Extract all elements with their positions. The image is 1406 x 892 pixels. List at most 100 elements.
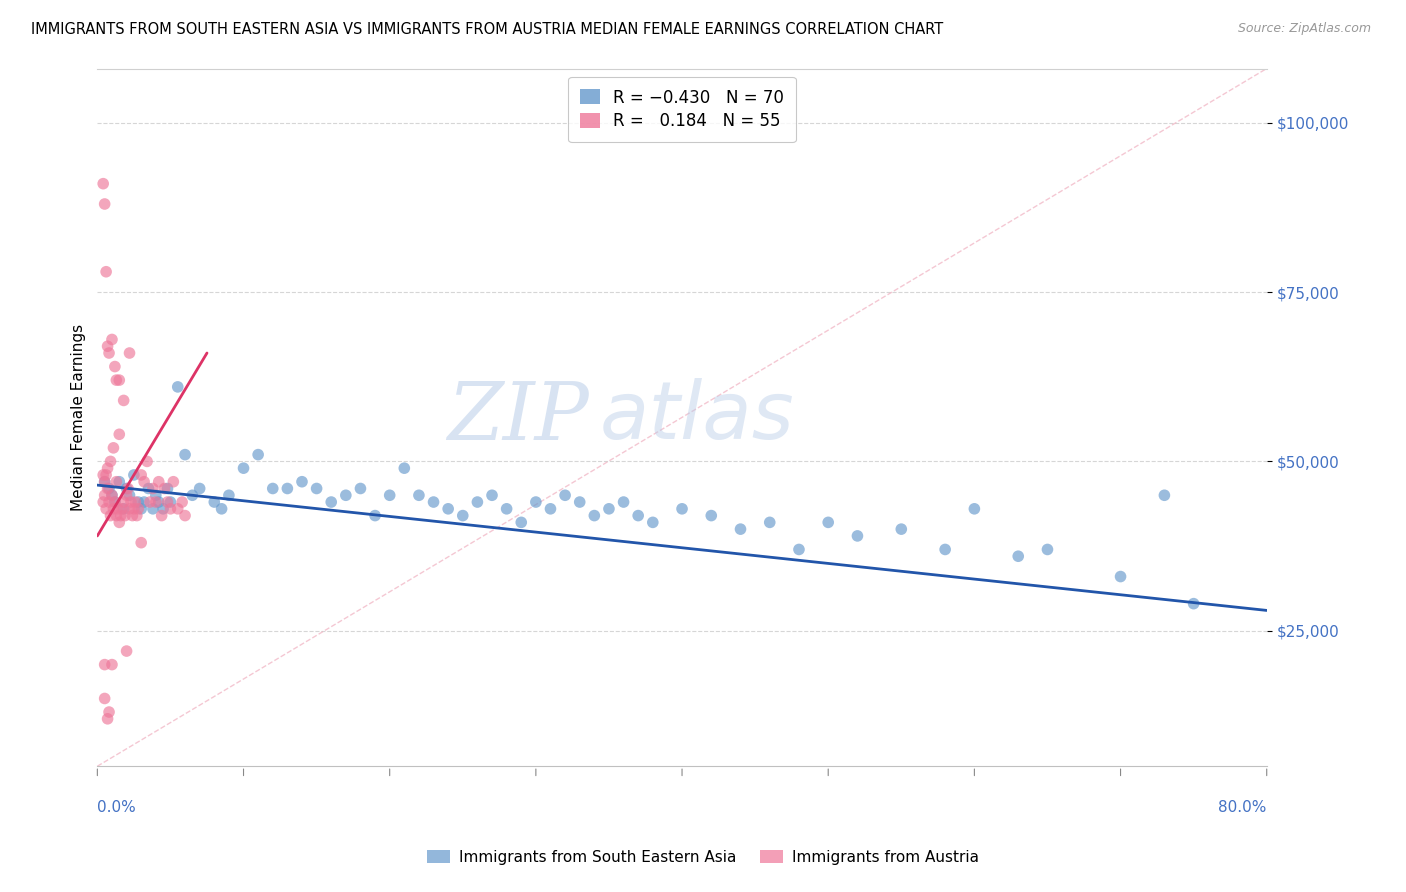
Point	[321, 495, 343, 509]
Point	[118, 501, 141, 516]
Point	[481, 488, 503, 502]
Point	[120, 495, 142, 509]
Point	[115, 644, 138, 658]
Point	[101, 488, 124, 502]
Point	[335, 488, 357, 502]
Point	[422, 495, 444, 509]
Point	[153, 482, 176, 496]
Point	[162, 475, 184, 489]
Point	[730, 522, 752, 536]
Point	[108, 516, 131, 530]
Point	[118, 488, 141, 502]
Text: Source: ZipAtlas.com: Source: ZipAtlas.com	[1237, 22, 1371, 36]
Point	[105, 373, 128, 387]
Point	[105, 508, 128, 523]
Point	[1007, 549, 1029, 564]
Point	[166, 501, 188, 516]
Point	[166, 380, 188, 394]
Point	[105, 475, 128, 489]
Point	[495, 501, 517, 516]
Point	[104, 495, 127, 509]
Point	[152, 501, 174, 516]
Point	[142, 482, 165, 496]
Point	[156, 482, 179, 496]
Y-axis label: Median Female Earnings: Median Female Earnings	[72, 324, 86, 511]
Point	[98, 346, 121, 360]
Point	[554, 488, 576, 502]
Point	[118, 346, 141, 360]
Point	[104, 359, 127, 374]
Point	[134, 475, 156, 489]
Point	[583, 508, 606, 523]
Point	[93, 691, 115, 706]
Point	[94, 467, 117, 482]
Point	[174, 448, 197, 462]
Point	[1109, 569, 1132, 583]
Point	[91, 467, 114, 482]
Point	[129, 501, 152, 516]
Point	[247, 448, 270, 462]
Point	[127, 495, 149, 509]
Point	[568, 495, 591, 509]
Point	[129, 467, 152, 482]
Point	[524, 495, 547, 509]
Point	[91, 177, 114, 191]
Point	[104, 495, 127, 509]
Point	[108, 427, 131, 442]
Point	[97, 712, 120, 726]
Point	[378, 488, 401, 502]
Point	[700, 508, 723, 523]
Text: IMMIGRANTS FROM SOUTH EASTERN ASIA VS IMMIGRANTS FROM AUSTRIA MEDIAN FEMALE EARN: IMMIGRANTS FROM SOUTH EASTERN ASIA VS IM…	[31, 22, 943, 37]
Text: atlas: atlas	[600, 378, 794, 457]
Point	[112, 495, 135, 509]
Point	[613, 495, 636, 509]
Point	[107, 501, 129, 516]
Point	[211, 501, 233, 516]
Point	[202, 495, 225, 509]
Point	[117, 482, 139, 496]
Point	[114, 508, 136, 523]
Point	[148, 475, 170, 489]
Point	[115, 488, 138, 502]
Point	[110, 508, 132, 523]
Point	[93, 475, 115, 489]
Point	[174, 508, 197, 523]
Point	[103, 441, 125, 455]
Point	[291, 475, 314, 489]
Point	[98, 482, 121, 496]
Point	[1153, 488, 1175, 502]
Point	[100, 508, 122, 523]
Point	[1182, 597, 1205, 611]
Point	[540, 501, 562, 516]
Point	[641, 516, 664, 530]
Point	[150, 508, 173, 523]
Point	[129, 535, 152, 549]
Text: ZIP: ZIP	[447, 378, 589, 456]
Point	[671, 501, 693, 516]
Point	[148, 495, 170, 509]
Point	[172, 495, 194, 509]
Point	[93, 475, 115, 489]
Point	[890, 522, 912, 536]
Point	[276, 482, 298, 496]
Point	[121, 508, 143, 523]
Point	[934, 542, 956, 557]
Point	[127, 501, 149, 516]
Point	[139, 495, 162, 509]
Point	[262, 482, 284, 496]
Point	[97, 482, 120, 496]
Text: 80.0%: 80.0%	[1219, 800, 1267, 815]
Point	[98, 495, 121, 509]
Point	[136, 454, 159, 468]
Point	[142, 501, 165, 516]
Point	[846, 529, 869, 543]
Point	[122, 467, 145, 482]
Point	[159, 501, 181, 516]
Point	[138, 482, 160, 496]
Point	[100, 454, 122, 468]
Point	[598, 501, 620, 516]
Point	[145, 495, 167, 509]
Point	[232, 461, 254, 475]
Point	[93, 197, 115, 211]
Point	[134, 495, 156, 509]
